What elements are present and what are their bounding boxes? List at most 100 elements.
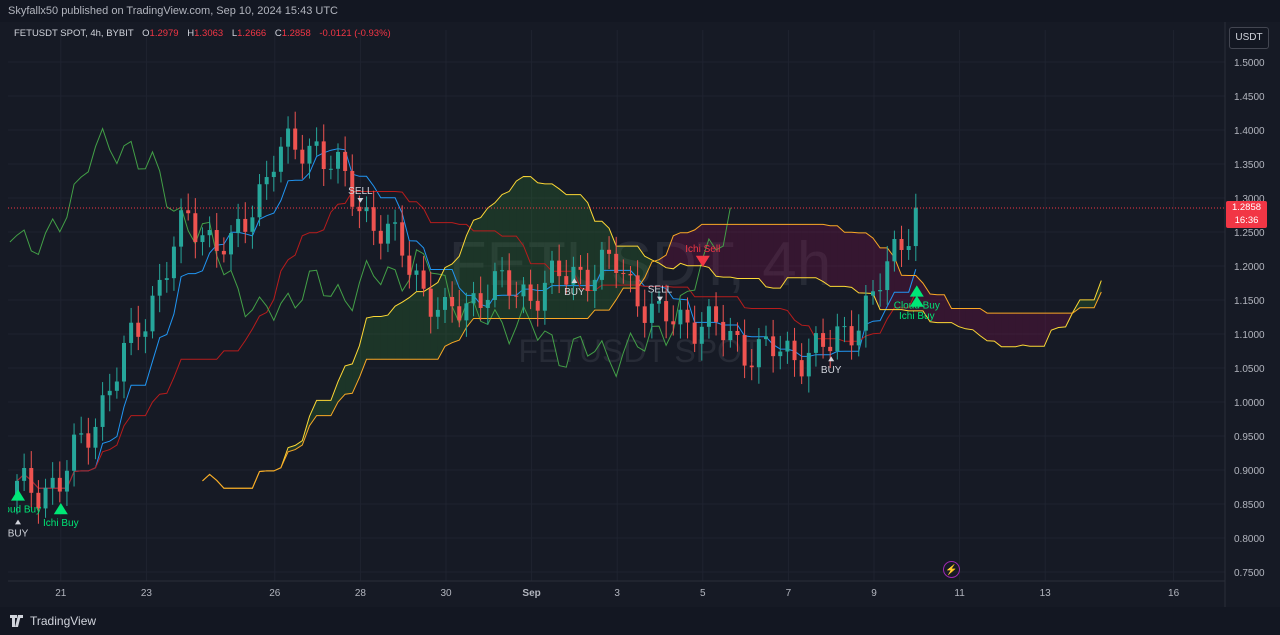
candle-body xyxy=(492,271,497,300)
cloud-segment xyxy=(1008,313,1016,347)
candle-body xyxy=(186,210,191,214)
cloud-segment xyxy=(366,316,374,360)
candle-body xyxy=(464,303,469,321)
cloud-segment xyxy=(601,221,610,311)
cloud-segment xyxy=(980,308,988,341)
buy-signal-arrow xyxy=(828,356,835,362)
price-tick-label: 1.1500 xyxy=(1234,296,1265,307)
cloud-segment xyxy=(566,194,574,319)
cloud-segment xyxy=(787,224,795,278)
price-chart[interactable]: FETUSDT, 4h FETUSDT SPOT BUYCloud BuyIch… xyxy=(0,22,1280,607)
sell-signal-arrow xyxy=(695,255,710,267)
candle-body xyxy=(428,288,433,317)
price-tick-label: 0.8000 xyxy=(1234,534,1265,545)
published-line: Skyfallx50 published on TradingView.com,… xyxy=(8,5,338,17)
candle-body xyxy=(43,487,48,509)
candle-body xyxy=(607,249,612,254)
time-tick-label: 21 xyxy=(55,588,67,599)
time-tick-label: 9 xyxy=(871,588,877,599)
cloud-segment xyxy=(751,224,759,279)
cloud-segment xyxy=(687,229,695,266)
cloud-segment xyxy=(380,315,388,360)
cloud-segment xyxy=(766,224,774,289)
cloud-segment xyxy=(1022,313,1030,347)
candle-body xyxy=(849,326,854,346)
candle-body xyxy=(728,330,733,341)
candle-body xyxy=(899,239,904,250)
candle-body xyxy=(164,278,169,280)
cloud-segment xyxy=(858,232,866,294)
signal-label: BUY xyxy=(821,365,842,376)
price-tick-label: 0.8500 xyxy=(1234,500,1265,511)
candle-body xyxy=(136,322,141,337)
candle-body xyxy=(628,273,633,276)
cloud-segment xyxy=(309,400,317,426)
cloud-segment xyxy=(1094,280,1102,308)
cloud-segment xyxy=(587,202,595,319)
cloud-segment xyxy=(1029,313,1038,347)
change-value: -0.0121 (-0.93%) xyxy=(319,28,391,39)
candle-body xyxy=(86,433,91,448)
lightning-icon[interactable]: ⚡ xyxy=(943,561,960,578)
signal-label: Ichi Sell xyxy=(685,244,720,255)
cloud-segment xyxy=(823,224,831,287)
tradingview-logo[interactable]: TradingView xyxy=(10,614,96,628)
cloud-segment xyxy=(552,183,560,319)
high-value: 1.3063 xyxy=(194,28,224,39)
candle-body xyxy=(385,223,390,244)
time-tick-label: 23 xyxy=(141,588,153,599)
senkou-span-a xyxy=(202,175,1102,489)
cloud-segment xyxy=(680,232,688,266)
open-value: 1.2979 xyxy=(149,28,179,39)
candle-body xyxy=(243,218,248,232)
cloud-segment xyxy=(338,365,346,403)
cloud-segment xyxy=(323,400,331,416)
senkou-span-b xyxy=(202,223,1102,489)
candle-body xyxy=(614,253,619,273)
cloud-segment xyxy=(345,363,353,395)
candle-body xyxy=(657,301,661,304)
cloud-segment xyxy=(644,256,652,278)
close-value: 1.2858 xyxy=(281,28,311,39)
candle-body xyxy=(699,326,704,344)
candle-body xyxy=(15,480,19,498)
ohlc-legend: FETUSDT SPOT, 4h, BYBIT O1.2979 H1.3063 … xyxy=(14,28,391,39)
candle-body xyxy=(107,390,112,396)
candle-body xyxy=(336,151,340,169)
time-tick-label: 3 xyxy=(614,588,620,599)
candle-body xyxy=(756,339,761,368)
candle-body xyxy=(771,336,776,357)
price-tick-label: 0.9000 xyxy=(1234,466,1265,477)
cloud-segment xyxy=(708,224,717,277)
candle-body xyxy=(585,269,590,292)
candle-body xyxy=(621,272,626,274)
cloud-segment xyxy=(609,228,617,311)
signal-label: BUY xyxy=(564,287,585,298)
price-tick-label: 1.5000 xyxy=(1234,58,1265,69)
time-tick-label: 13 xyxy=(1040,588,1052,599)
cloud-segment xyxy=(794,224,802,278)
candle-body xyxy=(507,270,512,296)
candle-body xyxy=(564,276,569,285)
sell-signal-arrow xyxy=(657,296,663,302)
candle-body xyxy=(671,321,676,325)
price-tick-label: 0.7500 xyxy=(1234,568,1265,579)
candle-body xyxy=(236,218,241,234)
cloud-segment xyxy=(744,224,752,279)
time-axis: 21 23 26 28 30 Sep 3 5 7 9 11 13 16 xyxy=(55,588,1179,599)
cloud-segment xyxy=(673,232,681,269)
candle-body xyxy=(343,151,348,171)
cloud-segment xyxy=(987,313,995,342)
candle-body xyxy=(535,300,540,311)
candle-body xyxy=(314,141,319,146)
candle-body xyxy=(421,270,426,289)
cloud-segment xyxy=(437,267,445,360)
candle-body xyxy=(207,230,212,236)
currency-button[interactable]: USDT xyxy=(1229,27,1269,49)
candle-body xyxy=(485,299,490,308)
cloud-segment xyxy=(1015,313,1023,347)
cloud-segment xyxy=(516,176,524,319)
price-tick-label: 1.4500 xyxy=(1234,92,1265,103)
cloud-segment xyxy=(316,400,324,416)
